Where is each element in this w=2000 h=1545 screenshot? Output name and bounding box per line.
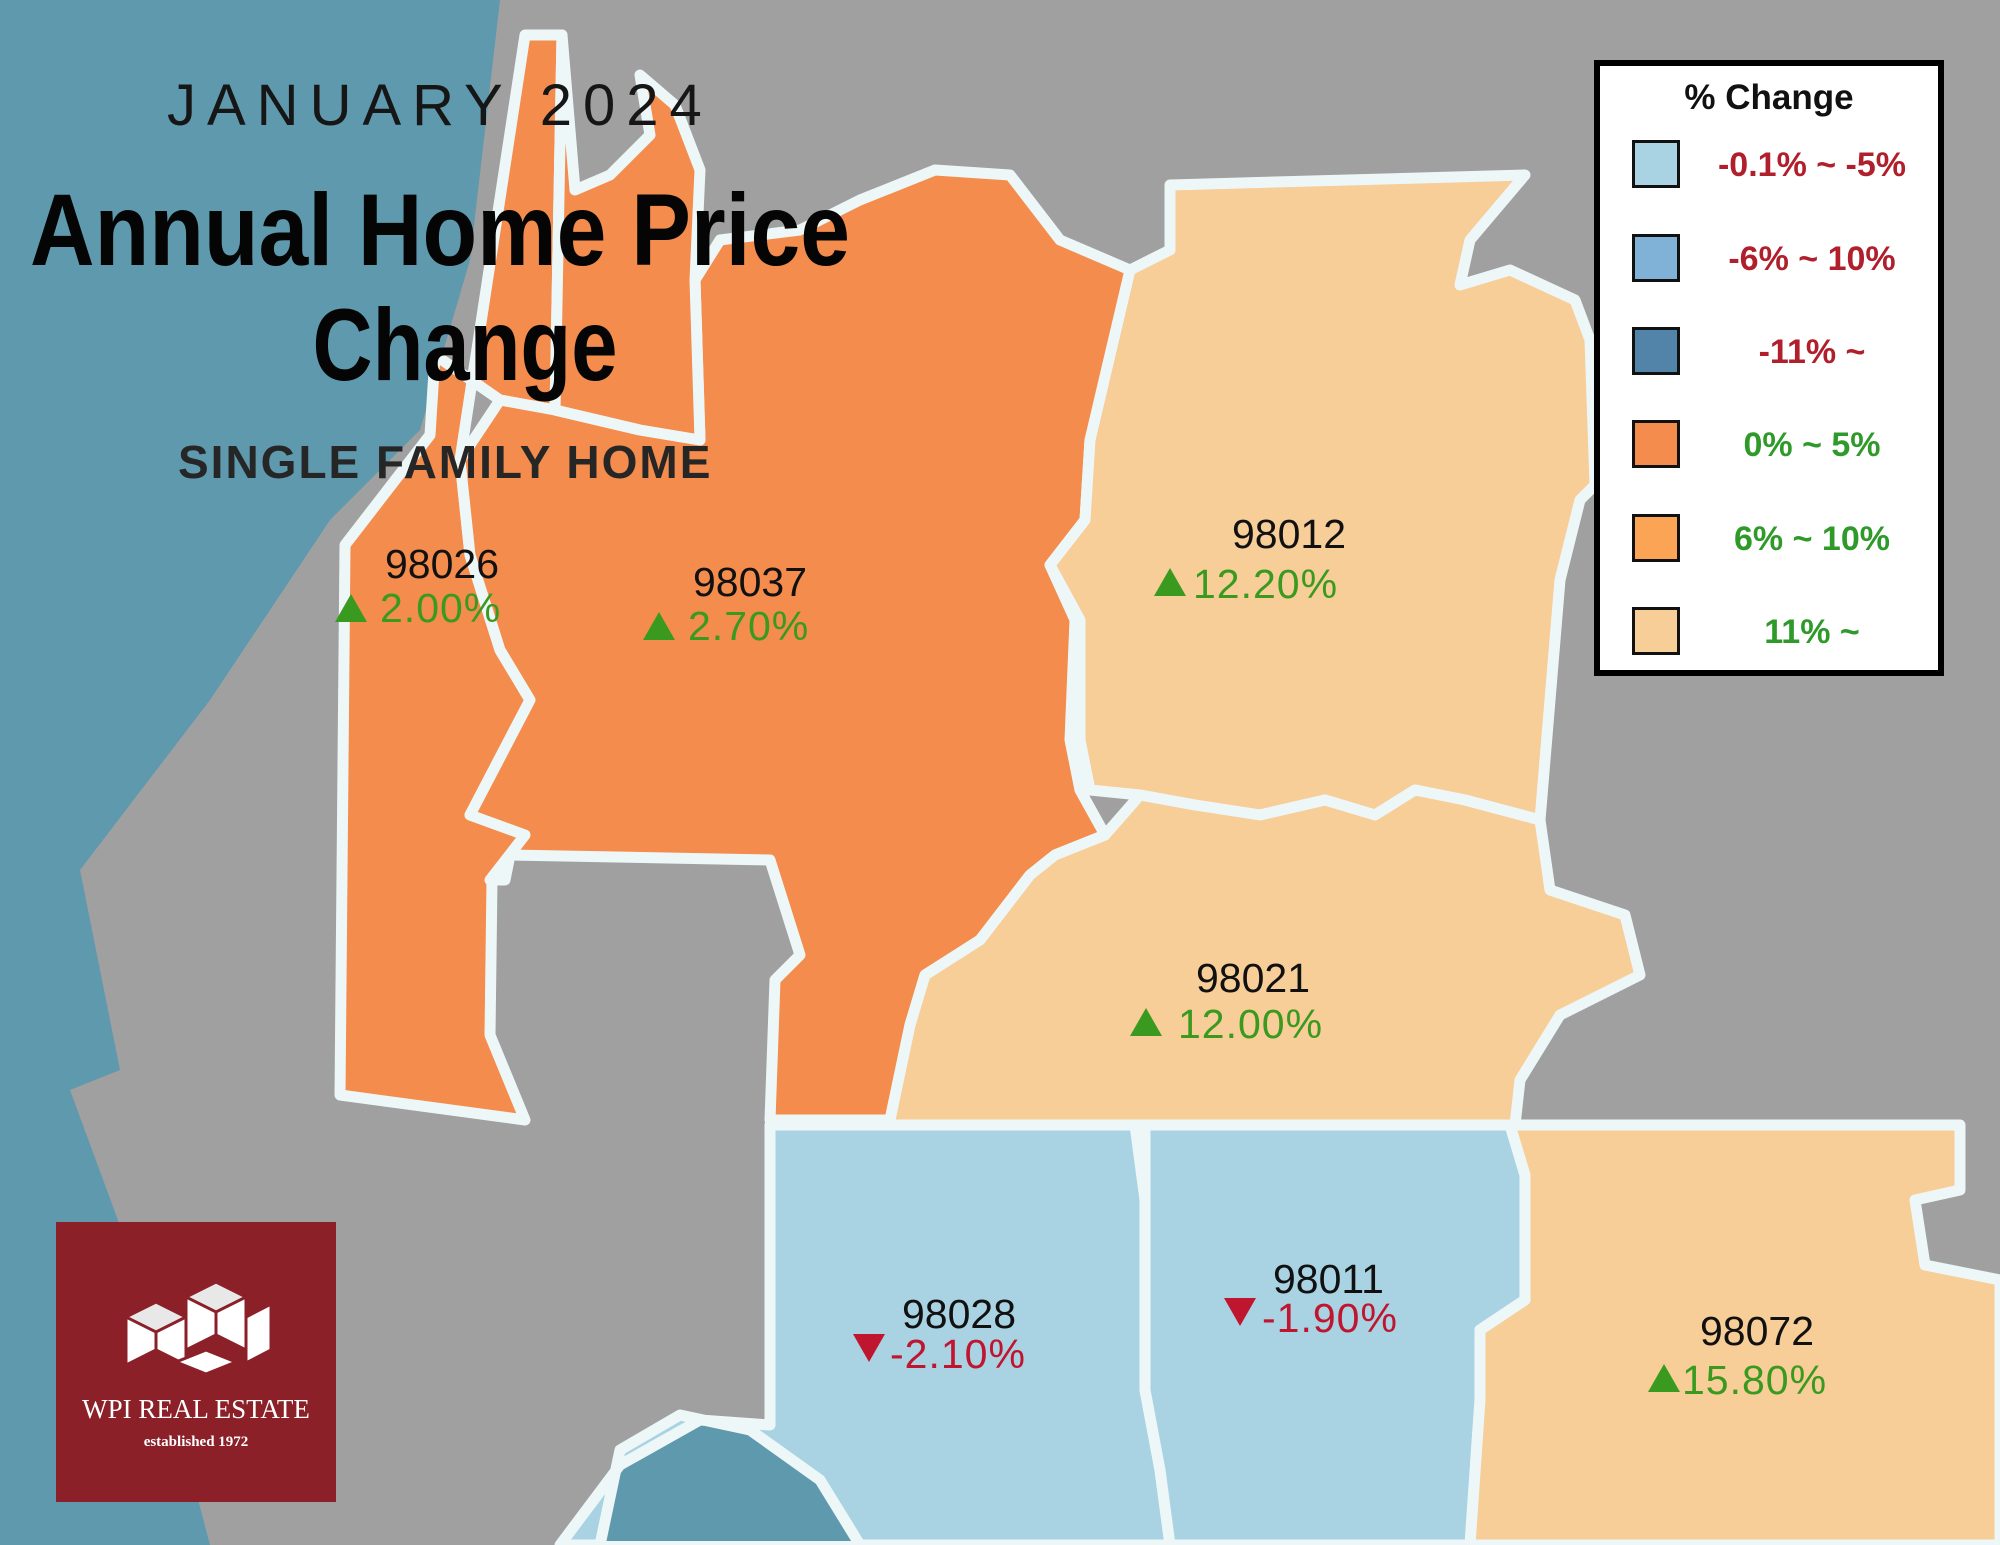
puget-sound-water (0, 0, 500, 1545)
zip-label: 98012 (1232, 511, 1346, 557)
subtitle: SINGLE FAMILY HOME (178, 436, 712, 488)
change-label: 15.80% (1682, 1357, 1827, 1403)
legend-item: 6% ~ 10% (1632, 514, 1932, 566)
legend-swatch (1632, 234, 1680, 282)
change-label: -2.10% (890, 1331, 1026, 1377)
legend: % Change -0.1% ~ -5% -6% ~ 10% -11% ~ 0%… (1594, 60, 1944, 676)
legend-swatch (1632, 420, 1680, 468)
legend-item: -11% ~ (1632, 327, 1932, 379)
down-arrow-icon (853, 1334, 885, 1362)
legend-label: -0.1% ~ -5% (1717, 146, 1907, 184)
label-98028: 98028 -2.10% (853, 1291, 1026, 1377)
down-arrow-icon (1224, 1298, 1256, 1326)
logo-tagline: established 1972 (143, 1434, 249, 1450)
title-line-2: Change (313, 288, 618, 402)
legend-label: 11% ~ (1764, 613, 1860, 651)
region-98021[interactable] (879, 784, 1646, 1131)
label-98072: 98072 15.80% (1648, 1308, 1827, 1403)
up-arrow-icon (335, 594, 367, 622)
legend-title: % Change (1684, 78, 1854, 117)
label-98026: 98026 2.00% (335, 541, 501, 631)
up-arrow-icon (1154, 568, 1186, 596)
region-98012[interactable] (1044, 169, 1601, 826)
title-line-1: Annual Home Price (30, 173, 850, 287)
up-arrow-icon (1130, 1008, 1162, 1036)
label-98037: 98037 2.70% (643, 559, 809, 649)
zip-label: 98037 (693, 559, 807, 605)
logo-name: WPI REAL ESTATE (82, 1394, 310, 1424)
cubes-logo-icon (122, 1279, 273, 1376)
legend-swatch (1632, 607, 1680, 655)
label-98021: 98021 12.00% (1130, 955, 1323, 1047)
change-label: 12.00% (1178, 1001, 1323, 1047)
zip-label: 98028 (902, 1291, 1016, 1337)
legend-item: 0% ~ 5% (1632, 420, 1932, 472)
up-arrow-icon (1648, 1364, 1680, 1392)
zip-label: 98026 (385, 541, 499, 587)
legend-label: -11% ~ (1758, 333, 1866, 371)
legend-item: 11% ~ (1632, 607, 1932, 659)
legend-swatch (1632, 327, 1680, 375)
wpi-logo: WPI REAL ESTATE established 1972 (56, 1222, 336, 1502)
legend-item: -0.1% ~ -5% (1632, 140, 1932, 192)
month-label: JANUARY 2024 (167, 73, 713, 138)
zip-label: 98011 (1273, 1256, 1384, 1302)
legend-label: -6% ~ 10% (1728, 240, 1896, 278)
legend-label: 6% ~ 10% (1734, 520, 1890, 558)
change-label: -1.90% (1262, 1295, 1398, 1341)
label-98011: 98011 -1.90% (1224, 1256, 1398, 1341)
legend-swatch (1632, 514, 1680, 562)
legend-label: 0% ~ 5% (1743, 426, 1881, 464)
change-label: 12.20% (1193, 561, 1338, 607)
legend-swatch (1632, 140, 1680, 188)
zip-label: 98072 (1700, 1308, 1814, 1354)
legend-item: -6% ~ 10% (1632, 234, 1932, 286)
change-label: 2.70% (688, 603, 809, 649)
region-98037-north (549, 29, 706, 446)
up-arrow-icon (643, 612, 675, 640)
label-98012: 98012 12.20% (1154, 511, 1346, 607)
region-98072[interactable] (1464, 1119, 2000, 1545)
zip-label: 98021 (1196, 955, 1310, 1001)
change-label: 2.00% (380, 585, 501, 631)
